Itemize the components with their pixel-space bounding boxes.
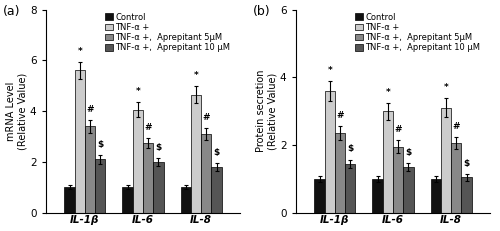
Bar — [345, 164, 356, 213]
Bar — [191, 95, 201, 213]
Text: #: # — [86, 105, 94, 114]
Legend: Control, TNF-α +, TNF-α +,  Aprepitant 5μM, TNF-α +,  Aprepitant 10 μM: Control, TNF-α +, TNF-α +, Aprepitant 5μ… — [354, 12, 481, 53]
Bar — [441, 108, 451, 213]
Bar — [335, 133, 345, 213]
Y-axis label: mRNA Level
(Relative Value): mRNA Level (Relative Value) — [6, 73, 27, 150]
Text: #: # — [452, 122, 460, 131]
Y-axis label: Protein secretion
(Relative Value): Protein secretion (Relative Value) — [256, 70, 277, 152]
Text: (b): (b) — [252, 6, 270, 18]
Text: *: * — [78, 46, 82, 55]
Text: *: * — [194, 71, 198, 80]
Bar — [451, 143, 462, 213]
Bar — [462, 177, 471, 213]
Bar — [74, 70, 85, 213]
Text: #: # — [144, 123, 152, 132]
Text: #: # — [336, 111, 344, 120]
Text: $: $ — [214, 148, 220, 157]
Text: *: * — [444, 83, 448, 92]
Bar — [85, 126, 95, 213]
Text: #: # — [202, 113, 210, 122]
Bar — [122, 187, 133, 213]
Text: $: $ — [97, 140, 103, 149]
Bar — [64, 187, 74, 213]
Text: *: * — [328, 66, 332, 75]
Bar — [133, 110, 143, 213]
Text: $: $ — [347, 144, 354, 153]
Text: (a): (a) — [2, 6, 20, 18]
Text: #: # — [394, 125, 402, 134]
Text: *: * — [386, 88, 390, 97]
Bar — [430, 179, 441, 213]
Bar — [324, 91, 335, 213]
Text: *: * — [136, 87, 140, 96]
Bar — [393, 147, 404, 213]
Bar — [212, 167, 222, 213]
Text: $: $ — [406, 148, 411, 157]
Bar — [201, 134, 211, 213]
Legend: Control, TNF-α +, TNF-α +,  Aprepitant 5μM, TNF-α +,  Aprepitant 10 μM: Control, TNF-α +, TNF-α +, Aprepitant 5μ… — [104, 12, 231, 53]
Bar — [404, 167, 413, 213]
Bar — [314, 179, 324, 213]
Text: $: $ — [464, 159, 469, 168]
Bar — [383, 111, 393, 213]
Bar — [143, 143, 154, 213]
Bar — [95, 159, 106, 213]
Text: $: $ — [156, 143, 162, 152]
Bar — [180, 187, 191, 213]
Bar — [372, 179, 383, 213]
Bar — [154, 162, 164, 213]
